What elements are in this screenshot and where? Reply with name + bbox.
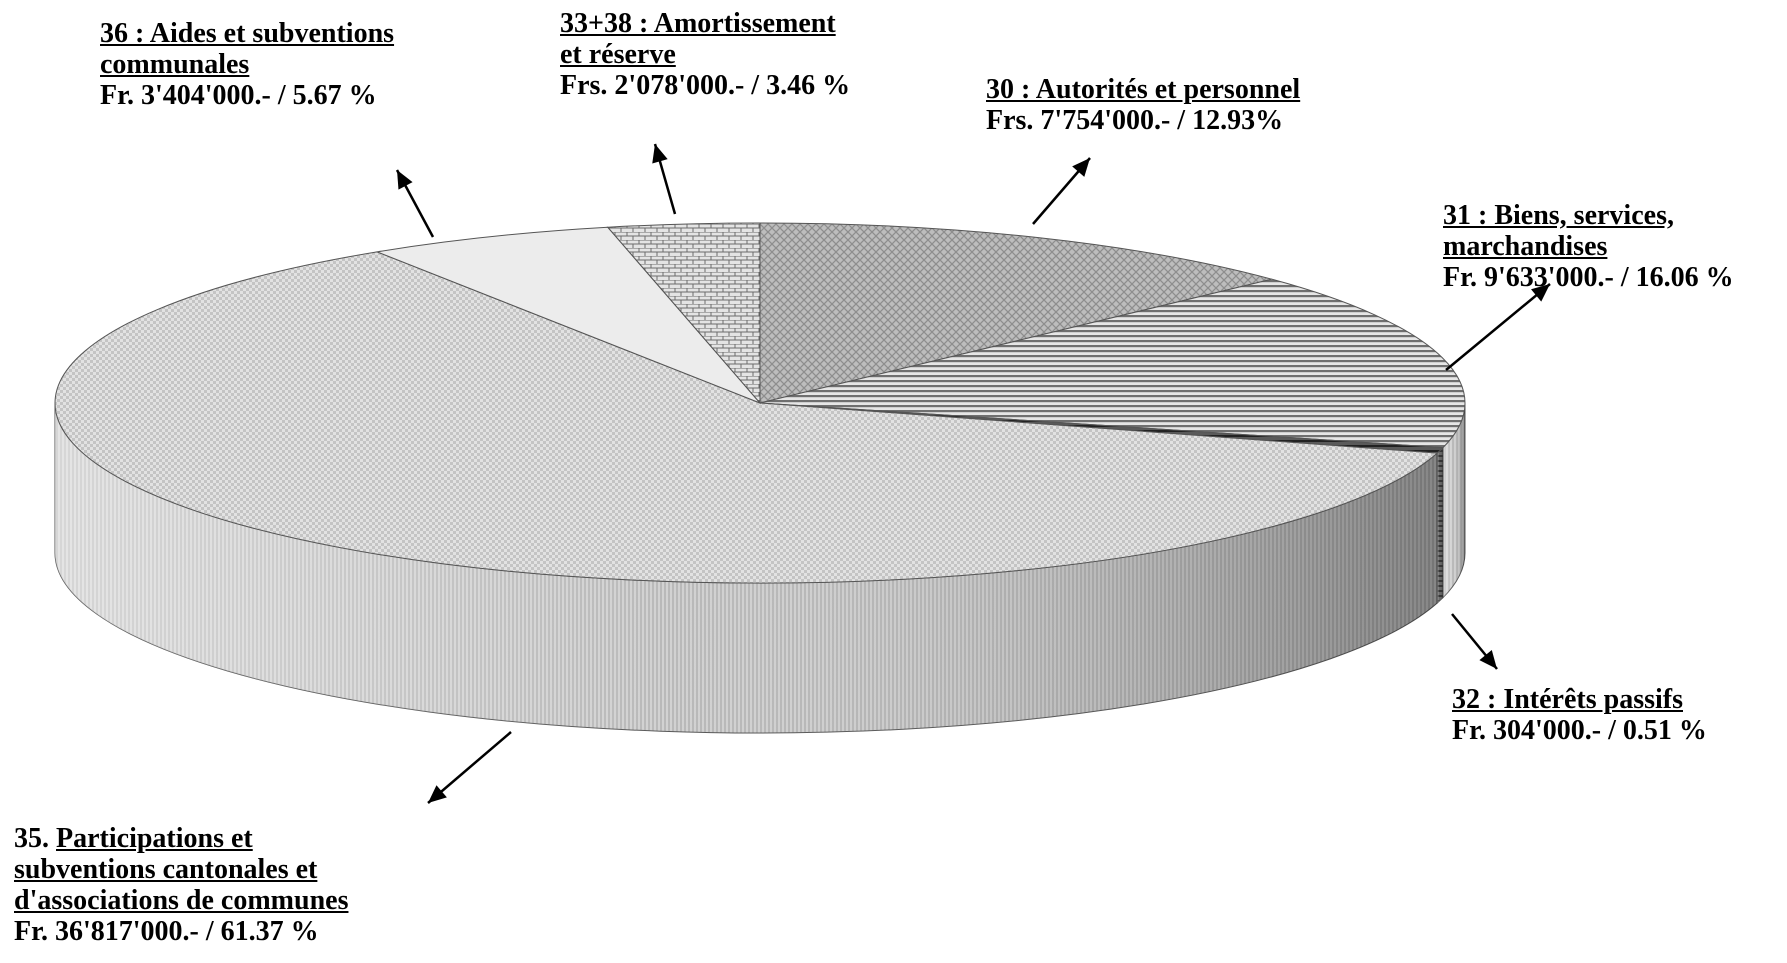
arrow-head-31 bbox=[1531, 284, 1550, 302]
label-35-title-2: subventions cantonales et bbox=[14, 854, 318, 885]
pie-slice-33+38 bbox=[606, 222, 761, 405]
label-slice-30: 30 : Autorités et personnel Frs. 7'754'0… bbox=[986, 74, 1300, 136]
label-36-title-2: communales bbox=[100, 49, 250, 80]
label-3338-title-1: 33+38 : Amortissement bbox=[560, 8, 836, 39]
pie-side-shade bbox=[1443, 403, 1465, 598]
label-35-title-1: Participations et bbox=[56, 823, 253, 854]
label-35-prefix: 35. bbox=[14, 823, 56, 854]
arrow-line-31 bbox=[1445, 283, 1551, 371]
arrow-head-3338 bbox=[652, 144, 668, 164]
arrow-head-36 bbox=[397, 170, 413, 190]
label-3338-title-2: et réserve bbox=[560, 39, 676, 70]
label-slice-32: 32 : Intérêts passifs Fr. 304'000.- / 0.… bbox=[1452, 684, 1707, 746]
label-35-title-3: d'associations de communes bbox=[14, 885, 349, 916]
label-slice-35: 35. Participations et subventions canton… bbox=[14, 823, 348, 947]
pie-slice-35 bbox=[54, 251, 1439, 584]
arrow-head-32 bbox=[1479, 650, 1497, 669]
pie-slice-36 bbox=[375, 226, 761, 404]
label-30-title: 30 : Autorités et personnel bbox=[986, 74, 1301, 105]
pie-slice-31 bbox=[759, 278, 1466, 449]
label-slice-33-38: 33+38 : Amortissement et réserve Frs. 2'… bbox=[560, 8, 850, 101]
label-30-amount: Frs. 7'754'000.- / 12.93% bbox=[986, 105, 1284, 136]
label-36-title-1: 36 : Aides et subventions bbox=[100, 18, 395, 49]
label-35-amount: Fr. 36'817'000.- / 61.37 % bbox=[14, 916, 319, 947]
arrow-head-30 bbox=[1072, 158, 1090, 177]
label-31-amount: Fr. 9'633'000.- / 16.06 % bbox=[1443, 262, 1734, 293]
label-36-amount: Fr. 3'404'000.- / 5.67 % bbox=[100, 80, 377, 111]
arrow-line-35 bbox=[427, 731, 512, 804]
pie-slice-30 bbox=[759, 222, 1272, 404]
label-31-title-1: 31 : Biens, services, bbox=[1443, 200, 1674, 231]
pie-side-shade bbox=[54, 403, 1438, 734]
label-slice-31: 31 : Biens, services, marchandises Fr. 9… bbox=[1443, 200, 1734, 293]
label-31-title-2: marchandises bbox=[1443, 231, 1608, 262]
arrow-head-35 bbox=[428, 785, 447, 803]
label-slice-36: 36 : Aides et subventions communales Fr.… bbox=[100, 18, 394, 111]
label-32-title: 32 : Intérêts passifs bbox=[1452, 684, 1683, 715]
label-32-amount: Fr. 304'000.- / 0.51 % bbox=[1452, 715, 1707, 746]
label-3338-amount: Frs. 2'078'000.- / 3.46 % bbox=[560, 70, 851, 101]
pie-side-shade bbox=[1437, 447, 1444, 604]
